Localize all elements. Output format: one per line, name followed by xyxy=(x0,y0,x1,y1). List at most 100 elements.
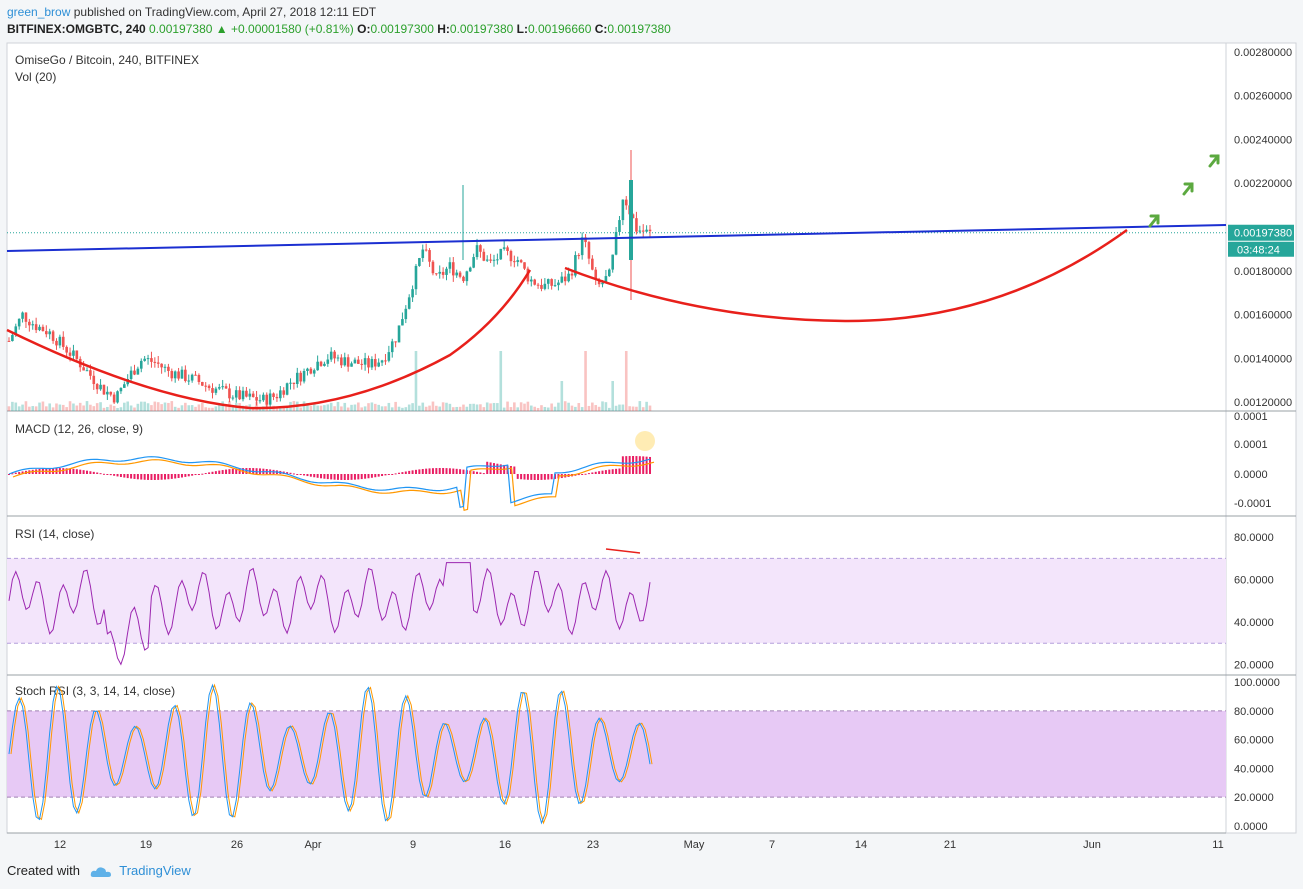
stoch-band xyxy=(7,710,1226,798)
volume-bar xyxy=(468,403,472,411)
volume-bar xyxy=(506,401,509,411)
volume-bar xyxy=(580,407,584,411)
candle xyxy=(621,199,625,226)
volume-bar xyxy=(329,402,333,411)
candle xyxy=(204,382,208,392)
candle-body xyxy=(499,248,503,260)
volume-bar xyxy=(333,406,336,411)
candle-body xyxy=(177,371,180,379)
tradingview-link[interactable]: TradingView xyxy=(119,863,191,878)
volume-bar xyxy=(516,407,520,411)
candle xyxy=(112,392,116,404)
macd-hist-bar xyxy=(367,474,370,479)
volume-bar xyxy=(441,402,445,411)
macd-hist-bar xyxy=(303,474,306,476)
candle-body xyxy=(574,255,577,276)
candle-body xyxy=(109,391,113,395)
macd-hist-bar xyxy=(543,474,546,480)
stoch-y-tick: 40.0000 xyxy=(1234,763,1274,775)
y-tick-label: 0.00160000 xyxy=(1234,310,1292,322)
macd-hist-bar xyxy=(442,468,445,474)
high-label: H: xyxy=(437,22,450,36)
volume-bar xyxy=(28,406,31,411)
macd-hist-bar xyxy=(204,473,207,475)
candle xyxy=(492,254,496,267)
candle xyxy=(560,272,564,284)
candle-body xyxy=(333,351,336,359)
candle-body xyxy=(289,382,292,384)
blue-trendline xyxy=(6,224,1227,252)
macd-hist-bar xyxy=(316,474,319,478)
macd-hist-bar xyxy=(398,472,401,474)
macd-hist-bar xyxy=(180,474,183,478)
candle-body xyxy=(58,336,62,346)
candle xyxy=(397,325,401,343)
candles xyxy=(7,196,652,409)
volume-bar xyxy=(75,405,79,411)
candle-body xyxy=(553,285,557,287)
candle xyxy=(357,356,360,365)
candle-body xyxy=(407,297,411,309)
candle-body xyxy=(489,259,492,261)
volume-bar xyxy=(160,404,163,411)
candle-body xyxy=(350,363,353,367)
macd-y-tick: 0.0000 xyxy=(1234,469,1268,481)
candle-body xyxy=(343,357,347,366)
macd-hist-bar xyxy=(459,469,462,474)
candle xyxy=(106,386,109,400)
volume-bar xyxy=(265,401,269,411)
macd-hist-bar xyxy=(408,470,411,474)
author-link[interactable]: green_brow xyxy=(7,5,71,19)
candle xyxy=(214,386,218,396)
candle-body xyxy=(51,331,55,341)
volume-bar xyxy=(346,407,350,411)
candle-body xyxy=(380,360,384,363)
candle xyxy=(201,381,204,387)
footer: Created with TradingView xyxy=(7,863,191,878)
macd-hist-bar xyxy=(384,474,387,476)
candle-body xyxy=(523,262,526,269)
arrow-stroke xyxy=(1208,154,1220,168)
candle-body xyxy=(282,390,286,395)
candle xyxy=(353,357,357,364)
macd-hist-bar xyxy=(323,474,326,479)
macd-hist-bar xyxy=(113,474,116,476)
candle xyxy=(414,263,418,295)
green-up-arrow-icon xyxy=(1182,182,1194,196)
candle xyxy=(146,354,150,365)
volume-bar xyxy=(499,351,503,411)
candle-body xyxy=(373,359,377,367)
candle-body xyxy=(462,276,465,282)
candle xyxy=(282,387,286,398)
macd-hist-bar xyxy=(86,470,89,474)
candle xyxy=(323,361,326,367)
price-change: +0.00001580 (+0.81%) xyxy=(231,22,354,36)
volume-bar xyxy=(587,405,591,411)
volume-bar xyxy=(231,406,235,411)
candle-body xyxy=(390,341,394,353)
macd-hist-bar xyxy=(292,473,295,475)
candle-body xyxy=(129,370,133,380)
macd-hist-bar xyxy=(387,474,390,475)
candle xyxy=(326,354,330,367)
candle xyxy=(221,379,224,390)
candle-body xyxy=(306,368,309,372)
candle xyxy=(363,352,367,371)
macd-hist-bar xyxy=(225,469,228,474)
volume-bar xyxy=(143,401,146,411)
volume-bar xyxy=(597,406,601,411)
volume-bar xyxy=(343,402,347,411)
candle xyxy=(384,353,387,365)
volume-bar xyxy=(367,403,370,411)
candle xyxy=(139,358,143,373)
candle xyxy=(451,257,455,282)
candle-body xyxy=(387,352,391,361)
volume-bar xyxy=(451,407,455,411)
candle xyxy=(262,392,265,402)
candle-body xyxy=(424,249,428,251)
y-tick-label: 0.00260000 xyxy=(1234,91,1292,103)
candle xyxy=(523,262,526,270)
macd-hist-bar xyxy=(347,474,350,480)
volume-bar xyxy=(594,405,598,411)
